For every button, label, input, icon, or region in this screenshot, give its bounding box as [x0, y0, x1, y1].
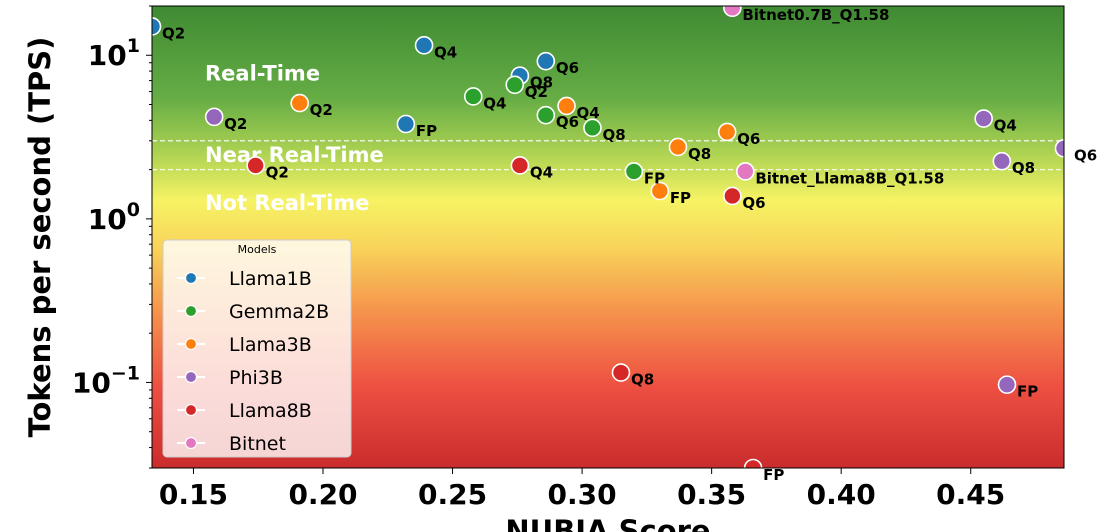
point-bitnet-bitnet-llama8b-q1-58 [736, 162, 755, 181]
point-llama8b-fp [743, 458, 763, 468]
point-llama1b-q2 [152, 17, 162, 36]
legend-marker-bitnet [184, 436, 198, 450]
x-tick-label: 0.15 [159, 478, 228, 511]
point-label-llama1b-q4: Q4 [434, 43, 457, 61]
point-bitnet-bitnet0-7b-q1-58 [723, 6, 742, 18]
point-label-phi3b-q6: Q6 [1074, 146, 1097, 164]
point-llama8b-q4 [510, 156, 530, 175]
legend-label-gemma2b: Gemma2B [229, 301, 329, 323]
legend-box [162, 239, 352, 458]
y-tick-label: 100 [88, 199, 140, 236]
legend-label-bitnet: Bitnet [229, 433, 286, 455]
point-phi3b-q4 [974, 109, 993, 128]
point-llama1b-fp [396, 114, 416, 134]
point-label-phi3b-q4: Q4 [994, 117, 1017, 135]
legend: Models Llama1B Gemma2B Llama3B Phi3B Llama8B B… [162, 239, 352, 458]
point-label-phi3b-fp: FP [1017, 383, 1038, 401]
point-gemma2b-q8 [583, 118, 602, 138]
point-label-llama3b-q8: Q8 [688, 145, 711, 163]
legend-label-phi3b: Phi3B [229, 367, 283, 389]
x-tick-label: 0.45 [936, 478, 1005, 511]
legend-marker-llama8b [184, 403, 198, 417]
point-phi3b-q2 [204, 107, 224, 127]
point-label-llama8b-fp: FP [763, 466, 784, 484]
point-label-gemma2b-q8: Q8 [602, 126, 625, 144]
point-label-llama3b-q2: Q2 [310, 101, 333, 119]
x-axis-title: NUBIA Score [505, 514, 710, 532]
x-tick-label: 0.35 [677, 478, 746, 511]
point-gemma2b-q6 [536, 105, 556, 125]
y-axis-title: Tokens per second (TPS) [23, 37, 57, 438]
point-phi3b-q6 [1054, 138, 1064, 158]
point-gemma2b-q4 [463, 87, 483, 106]
point-label-llama8b-q6: Q6 [742, 194, 765, 212]
point-label-llama1b-fp: FP [416, 122, 437, 140]
legend-label-llama3b: Llama3B [229, 334, 312, 356]
y-tick-label: 101 [88, 35, 140, 72]
legend-label-llama1b: Llama1B [229, 268, 312, 290]
point-llama3b-q4 [557, 96, 576, 116]
point-label-llama3b-q4: Q4 [577, 104, 600, 122]
point-llama8b-q2 [246, 156, 265, 175]
zone-label-2: Near Real-Time [205, 143, 384, 167]
point-label-bitnet-bitnet-llama8b-q1-58: Bitnet_Llama8B_Q1.58 [755, 169, 944, 187]
point-label-gemma2b-q2: Q2 [525, 83, 548, 101]
point-gemma2b-fp [624, 162, 644, 181]
legend-marker-phi3b [184, 370, 198, 384]
point-label-bitnet-bitnet0-7b-q1-58: Bitnet0.7B_Q1.58 [742, 6, 889, 24]
point-llama3b-q6 [717, 122, 737, 142]
legend-marker-llama3b [184, 337, 198, 351]
plot-frame [151, 5, 1065, 469]
legend-marker-gemma2b [184, 304, 198, 318]
point-phi3b-fp [997, 375, 1017, 394]
zone-label-1: Real-Time [205, 61, 320, 85]
legend-marker-llama1b [184, 271, 198, 285]
x-tick-label: 0.40 [807, 478, 876, 511]
point-label-llama8b-q2: Q2 [266, 163, 289, 181]
point-llama1b-q4 [414, 36, 434, 55]
point-label-gemma2b-q4: Q4 [483, 94, 506, 112]
zone-label-3: Not Real-Time [205, 191, 369, 215]
point-llama1b-q6 [536, 51, 556, 71]
point-llama8b-q8 [611, 363, 631, 382]
point-label-llama1b-q2: Q2 [162, 24, 185, 42]
legend-label-llama8b: Llama8B [229, 400, 312, 422]
point-label-llama3b-q6: Q6 [737, 130, 760, 148]
point-label-llama1b-q8: Q8 [530, 74, 553, 92]
x-tick-label: 0.25 [418, 478, 487, 511]
point-llama3b-fp [650, 181, 670, 201]
point-llama3b-q8 [668, 137, 688, 157]
point-label-llama8b-q8: Q8 [631, 371, 654, 389]
point-label-llama3b-fp: FP [670, 189, 691, 207]
point-label-gemma2b-fp: FP [644, 169, 665, 187]
x-tick-label: 0.30 [548, 478, 617, 511]
point-label-llama8b-q4: Q4 [530, 163, 553, 181]
legend-title: Models [238, 243, 277, 256]
point-label-llama1b-q6: Q6 [556, 59, 579, 77]
point-phi3b-q8 [992, 151, 1012, 171]
point-gemma2b-q2 [505, 75, 525, 95]
point-llama3b-q2 [290, 93, 309, 113]
point-label-phi3b-q8: Q8 [1012, 159, 1035, 177]
point-llama8b-q6 [723, 186, 742, 206]
y-tick-label: 10−1 [72, 362, 140, 399]
x-tick-label: 0.20 [288, 478, 357, 511]
point-label-gemma2b-q6: Q6 [556, 113, 579, 131]
point-label-phi3b-q2: Q2 [224, 115, 247, 133]
